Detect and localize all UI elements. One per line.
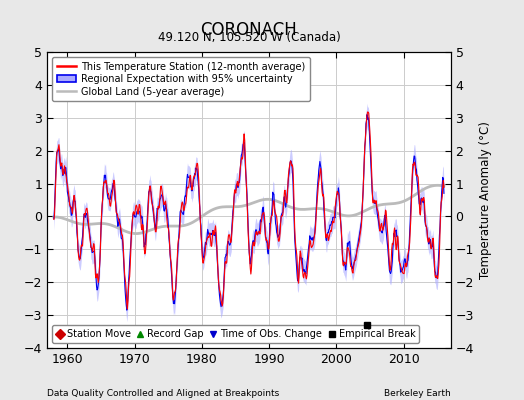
Text: Berkeley Earth: Berkeley Earth: [384, 389, 451, 398]
Text: Data Quality Controlled and Aligned at Breakpoints: Data Quality Controlled and Aligned at B…: [47, 389, 279, 398]
Title: CORONACH: CORONACH: [201, 21, 297, 39]
Y-axis label: Temperature Anomaly (°C): Temperature Anomaly (°C): [479, 121, 493, 279]
Legend: Station Move, Record Gap, Time of Obs. Change, Empirical Break: Station Move, Record Gap, Time of Obs. C…: [52, 325, 419, 343]
Text: 49.120 N, 105.520 W (Canada): 49.120 N, 105.520 W (Canada): [158, 32, 340, 44]
